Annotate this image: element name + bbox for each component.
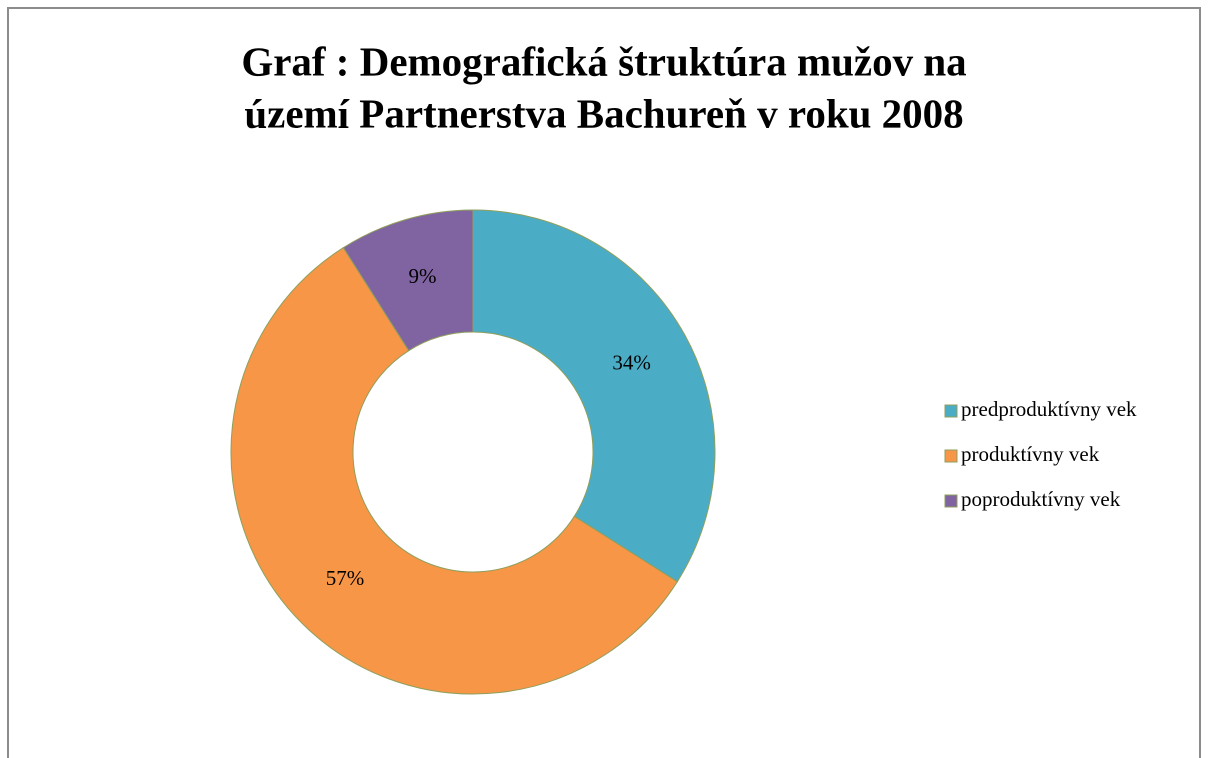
donut-slice (342, 209, 474, 352)
legend-swatch (944, 404, 958, 418)
chart-frame (7, 7, 1201, 758)
legend-swatch (944, 449, 958, 463)
chart-title: území Partnerstva Bachureň v roku 2008 (244, 90, 963, 136)
legend-label: produktívny vek (961, 442, 1100, 466)
donut-slice (472, 209, 716, 583)
legend-swatch (944, 494, 958, 508)
legend-label: poproduktívny vek (961, 487, 1121, 511)
legend-label: predproduktívny vek (961, 397, 1137, 421)
donut-slice (230, 246, 679, 695)
chart-title: Graf : Demografická štruktúra mužov na (241, 38, 966, 84)
data-label: 34% (612, 351, 651, 375)
data-label: 9% (409, 264, 437, 288)
data-label: 57% (326, 566, 365, 590)
